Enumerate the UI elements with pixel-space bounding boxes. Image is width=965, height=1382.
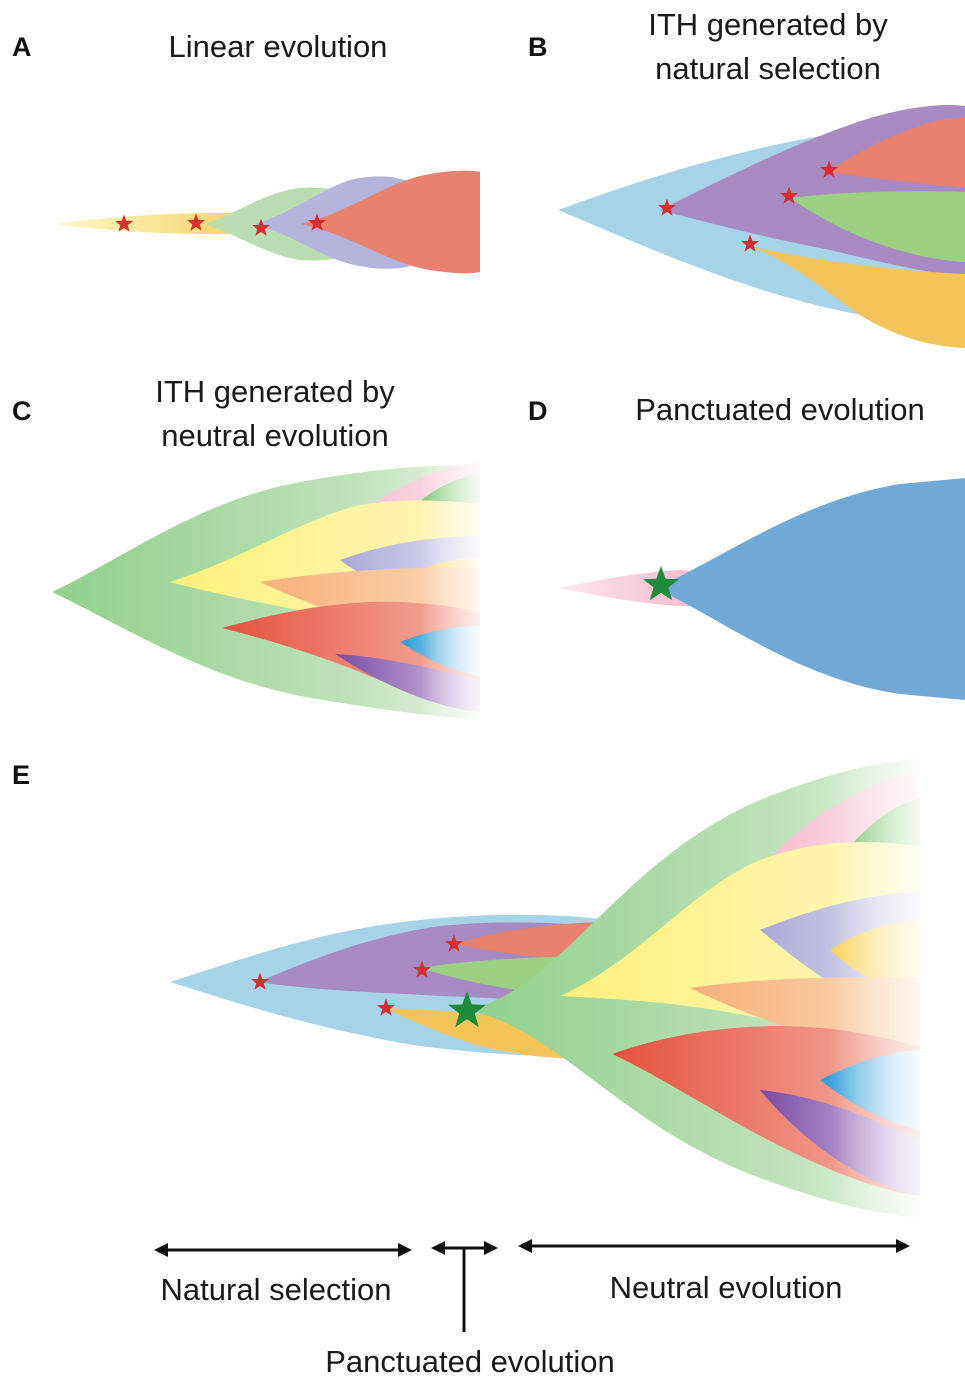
panel-c-letter: C (12, 396, 32, 426)
panel-d-title: Panctuated evolution (635, 392, 925, 427)
punctuated-evolution-label: Panctuated evolution (325, 1344, 615, 1379)
panel-a-title: Linear evolution (169, 29, 388, 64)
panel-e-letter: E (12, 760, 30, 790)
punctuated-evolution-arrow (431, 1241, 498, 1332)
neutral-evolution-label: Neutral evolution (610, 1270, 843, 1305)
panel-c-clone-tree (52, 455, 482, 725)
clone-blue (655, 478, 965, 700)
natural-selection-arrow (154, 1243, 412, 1257)
panel-b-title-line1: ITH generated by (648, 7, 888, 42)
clone-gold (750, 246, 965, 348)
fade-overlay (830, 750, 925, 1230)
timeline (154, 1239, 910, 1332)
panel-a-letter: A (12, 32, 32, 62)
panel-d: D Panctuated evolution (528, 392, 965, 700)
panel-b-letter: B (528, 32, 548, 62)
panel-c-title-line1: ITH generated by (155, 374, 395, 409)
panel-e-clone-tree (170, 750, 925, 1230)
panel-e: E (12, 750, 925, 1230)
panel-d-clone-tree (558, 478, 965, 700)
panel-c-title-line2: neutral evolution (161, 418, 389, 453)
fade-overlay (420, 455, 482, 725)
clone-salmon (300, 170, 480, 274)
clone-green (790, 191, 965, 262)
panel-a-clone-tree (55, 170, 480, 274)
panel-c: C ITH generated by neutral evolution (12, 374, 482, 725)
panel-b-clone-tree (558, 105, 965, 348)
panel-b: B ITH generated by natural selection (528, 7, 965, 348)
panel-a: A Linear evolution (12, 29, 480, 274)
clone-salmon (828, 117, 965, 188)
panel-d-letter: D (528, 396, 548, 426)
panel-b-title-line2: natural selection (655, 51, 881, 86)
clone-yellow (55, 212, 240, 235)
neutral-evolution-arrow (518, 1239, 910, 1253)
natural-selection-label: Natural selection (161, 1272, 392, 1307)
